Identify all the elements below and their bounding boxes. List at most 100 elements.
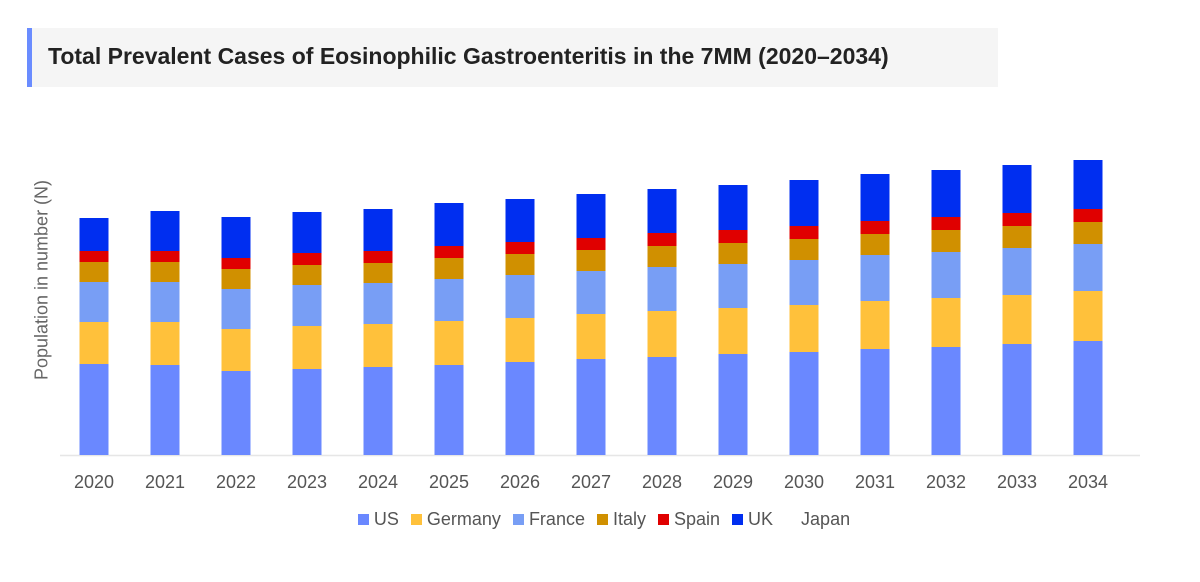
bar-france-2025 bbox=[434, 279, 464, 321]
bar-france-2024 bbox=[363, 283, 393, 324]
bar-uk-2028 bbox=[647, 189, 677, 233]
x-tick-label: 2026 bbox=[500, 472, 540, 492]
bar-germany-2029 bbox=[718, 308, 748, 354]
bar-us-2023 bbox=[292, 369, 322, 455]
legend-label: France bbox=[528, 509, 585, 529]
legend-item-germany: Germany bbox=[410, 509, 501, 530]
bar-italy-2023 bbox=[292, 265, 322, 285]
bar-uk-2026 bbox=[505, 199, 535, 242]
x-tick-label: 2021 bbox=[145, 472, 185, 492]
bar-uk-2033 bbox=[1002, 165, 1032, 213]
legend-swatch bbox=[732, 514, 744, 525]
bar-france-2020 bbox=[79, 282, 109, 322]
legend-label: UK bbox=[748, 509, 774, 529]
bar-france-2021 bbox=[150, 282, 180, 322]
bar-germany-2025 bbox=[434, 321, 464, 365]
bar-italy-2029 bbox=[718, 243, 748, 264]
bar-italy-2030 bbox=[789, 239, 819, 260]
bar-us-2020 bbox=[79, 364, 109, 455]
bar-germany-2028 bbox=[647, 311, 677, 357]
x-tick-label: 2031 bbox=[855, 472, 895, 492]
bar-italy-2020 bbox=[79, 262, 109, 282]
x-tick-label: 2024 bbox=[358, 472, 398, 492]
bar-uk-2030 bbox=[789, 180, 819, 226]
legend-swatch bbox=[410, 514, 422, 525]
bar-italy-2025 bbox=[434, 258, 464, 279]
x-tick-label: 2023 bbox=[287, 472, 327, 492]
bar-germany-2023 bbox=[292, 326, 322, 369]
bar-france-2023 bbox=[292, 285, 322, 326]
bar-italy-2034 bbox=[1073, 222, 1103, 244]
bar-us-2022 bbox=[221, 371, 251, 455]
bar-germany-2033 bbox=[1002, 295, 1032, 344]
bar-italy-2022 bbox=[221, 269, 251, 289]
bar-us-2031 bbox=[860, 349, 890, 455]
x-tick-label: 2034 bbox=[1068, 472, 1108, 492]
bar-uk-2032 bbox=[931, 170, 961, 217]
bar-spain-2021 bbox=[150, 251, 180, 262]
bar-italy-2027 bbox=[576, 250, 606, 271]
bar-us-2034 bbox=[1073, 341, 1103, 455]
bar-france-2027 bbox=[576, 271, 606, 314]
bar-germany-2030 bbox=[789, 305, 819, 352]
bar-france-2022 bbox=[221, 289, 251, 329]
bar-spain-2022 bbox=[221, 258, 251, 269]
bar-france-2034 bbox=[1073, 244, 1103, 291]
legend-label: Japan bbox=[801, 509, 851, 529]
bar-spain-2030 bbox=[789, 226, 819, 239]
bar-france-2033 bbox=[1002, 248, 1032, 295]
bar-us-2026 bbox=[505, 362, 535, 455]
bar-italy-2024 bbox=[363, 263, 393, 283]
x-tick-label: 2027 bbox=[571, 472, 611, 492]
title-box: Total Prevalent Cases of Eosinophilic Ga… bbox=[27, 28, 998, 87]
bar-france-2030 bbox=[789, 260, 819, 305]
legend-item-france: France bbox=[512, 509, 585, 530]
bar-us-2032 bbox=[931, 347, 961, 455]
bar-germany-2021 bbox=[150, 322, 180, 365]
bar-italy-2032 bbox=[931, 230, 961, 252]
bar-germany-2024 bbox=[363, 324, 393, 367]
bar-uk-2027 bbox=[576, 194, 606, 238]
bar-spain-2032 bbox=[931, 217, 961, 230]
legend-item-japan: Japan bbox=[785, 509, 850, 530]
bar-italy-2026 bbox=[505, 254, 535, 275]
bar-uk-2034 bbox=[1073, 160, 1103, 209]
bar-france-2029 bbox=[718, 264, 748, 308]
x-tick-label: 2022 bbox=[216, 472, 256, 492]
bar-germany-2032 bbox=[931, 298, 961, 347]
x-tick-label: 2033 bbox=[997, 472, 1037, 492]
bar-uk-2020 bbox=[79, 218, 109, 251]
bar-us-2024 bbox=[363, 367, 393, 455]
x-tick-label: 2030 bbox=[784, 472, 824, 492]
bar-spain-2023 bbox=[292, 253, 322, 265]
bar-uk-2022 bbox=[221, 217, 251, 258]
legend-item-us: US bbox=[357, 509, 399, 530]
legend-swatch bbox=[357, 514, 369, 525]
legend-swatch bbox=[512, 514, 524, 525]
title-accent-bar bbox=[27, 28, 32, 87]
bar-italy-2028 bbox=[647, 246, 677, 267]
bar-us-2033 bbox=[1002, 344, 1032, 455]
legend-item-italy: Italy bbox=[596, 509, 646, 530]
legend-swatch bbox=[596, 514, 608, 525]
bar-france-2026 bbox=[505, 275, 535, 318]
bar-spain-2028 bbox=[647, 233, 677, 246]
x-tick-label: 2032 bbox=[926, 472, 966, 492]
x-tick-label: 2029 bbox=[713, 472, 753, 492]
chart-title: Total Prevalent Cases of Eosinophilic Ga… bbox=[48, 43, 889, 69]
bar-germany-2020 bbox=[79, 322, 109, 364]
bar-spain-2026 bbox=[505, 242, 535, 254]
legend-swatch bbox=[785, 514, 797, 525]
bar-italy-2031 bbox=[860, 234, 890, 255]
bar-spain-2029 bbox=[718, 230, 748, 243]
legend-label: Germany bbox=[426, 509, 501, 529]
bar-germany-2034 bbox=[1073, 291, 1103, 341]
bar-spain-2025 bbox=[434, 246, 464, 258]
bar-uk-2023 bbox=[292, 212, 322, 253]
bar-us-2029 bbox=[718, 354, 748, 455]
bar-spain-2027 bbox=[576, 238, 606, 250]
bar-italy-2021 bbox=[150, 262, 180, 282]
legend-item-spain: Spain bbox=[657, 509, 720, 530]
bar-spain-2020 bbox=[79, 251, 109, 262]
